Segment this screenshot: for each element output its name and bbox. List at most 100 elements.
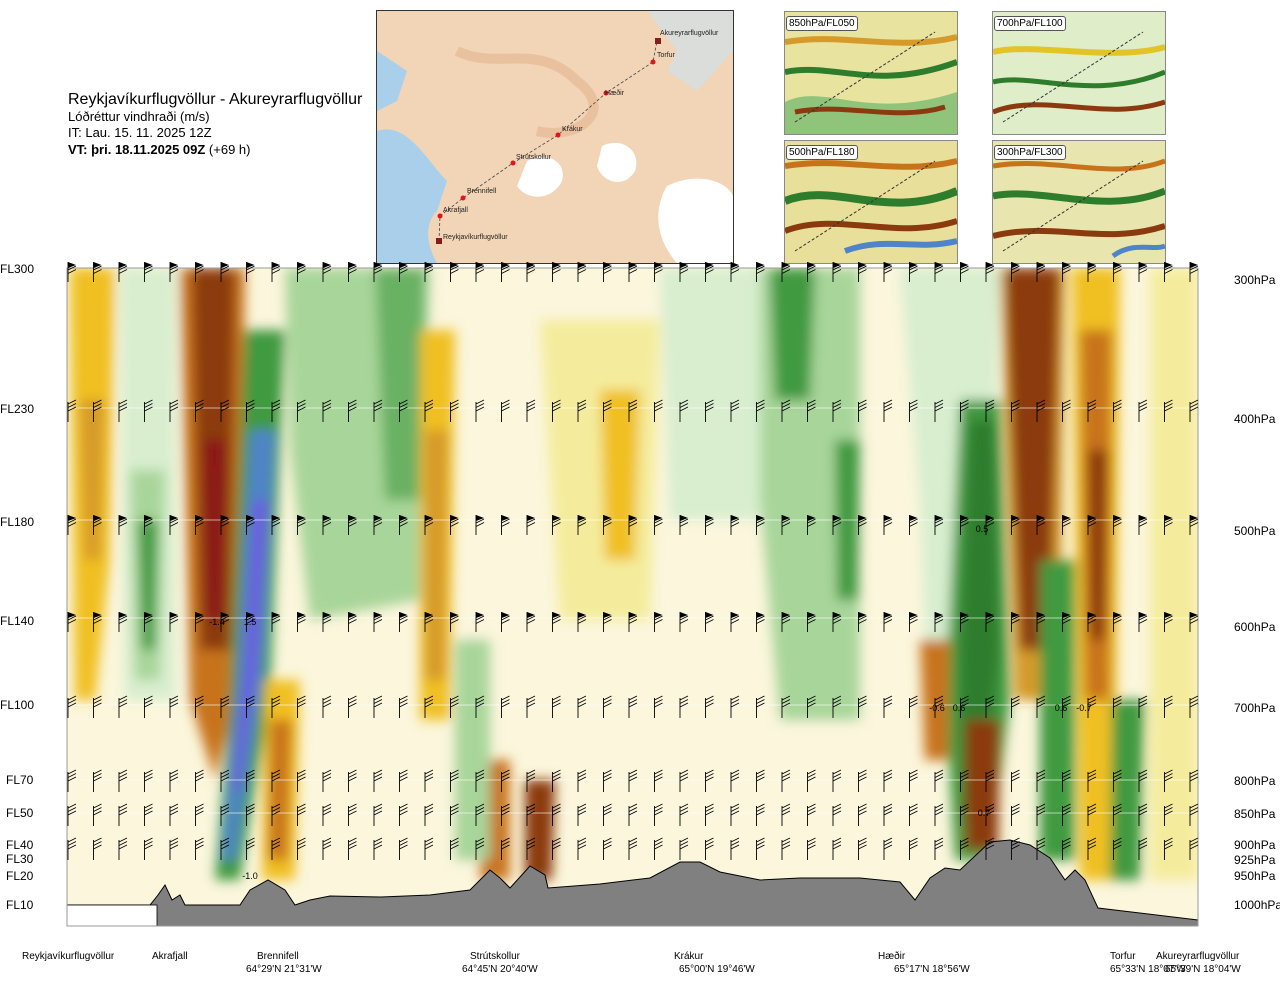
- wind-barb: [909, 695, 918, 718]
- fl-tick-label: FL40: [6, 838, 34, 852]
- wind-barb: [1062, 515, 1071, 535]
- contour-value-label: 0.7: [978, 808, 991, 818]
- wind-barb: [297, 769, 306, 792]
- hpa-tick-label: 300hPa: [1234, 273, 1276, 287]
- wind-barb: [144, 399, 153, 422]
- wind-barb: [603, 837, 612, 860]
- wind-barb: [501, 695, 510, 718]
- location-coord: 65°39'N 18°04'W: [1165, 964, 1241, 975]
- wind-barb: [577, 769, 587, 792]
- wind-barb: [424, 612, 434, 632]
- wind-barb: [807, 837, 816, 860]
- wind-barb: [1036, 769, 1046, 792]
- wind-barb: [450, 612, 459, 632]
- wind-barb: [730, 612, 740, 632]
- wind-barb: [1138, 612, 1148, 632]
- wind-barb: [756, 695, 765, 718]
- wind-barb: [220, 612, 230, 632]
- wind-barb: [1189, 612, 1199, 632]
- wind-barb: [883, 399, 893, 422]
- wind-barb: [654, 399, 663, 422]
- wind-barb: [169, 515, 179, 535]
- wind-barb: [399, 803, 408, 826]
- wind-barb: [475, 695, 485, 718]
- wind-barb: [628, 695, 638, 718]
- wind-barb: [424, 803, 434, 826]
- svg-text:Krákur: Krákur: [562, 126, 583, 133]
- wind-barb: [424, 262, 434, 282]
- wind-barb: [1113, 695, 1122, 718]
- hpa-tick-label: 1000hPa: [1234, 898, 1280, 912]
- fl-tick-label: FL300: [0, 262, 35, 276]
- wind-barb: [271, 769, 281, 792]
- thumbnail-500hpa[interactable]: 500hPa/FL180: [784, 140, 958, 264]
- thumb-label: 500hPa/FL180: [786, 145, 858, 160]
- wind-barb: [373, 399, 383, 422]
- wind-barb: [220, 837, 230, 860]
- thumb-500-graphic: [785, 141, 957, 263]
- wind-barb: [628, 515, 638, 535]
- wind-barb: [756, 612, 765, 632]
- plot-frame: [66, 267, 1199, 927]
- wind-barb: [348, 837, 357, 860]
- wind-barb: [169, 769, 179, 792]
- hpa-tick-label: 900hPa: [1234, 838, 1276, 852]
- contour-value-label: 0.6: [953, 703, 966, 713]
- wind-barb: [1036, 262, 1046, 282]
- gridlines: [67, 407, 1198, 814]
- wind-barb: [297, 837, 306, 860]
- hpa-tick-label: 600hPa: [1234, 620, 1276, 634]
- wind-barb: [960, 769, 969, 792]
- wind-barb: [781, 803, 791, 826]
- wind-barb: [1138, 262, 1148, 282]
- wind-barb: [475, 837, 485, 860]
- wind-barb: [934, 262, 944, 282]
- wind-barb: [1011, 612, 1020, 632]
- wind-barb: [246, 399, 255, 422]
- wind-barb: [450, 515, 459, 535]
- wind-barb: [1164, 515, 1173, 535]
- title-block: Reykjavíkurflugvöllur - Akureyrarflugvöl…: [68, 90, 362, 158]
- wind-barb: [781, 515, 791, 535]
- wind-barb: [909, 769, 918, 792]
- wind-barb: [67, 399, 77, 422]
- wind-barb: [654, 262, 663, 282]
- wind-barb: [1189, 695, 1199, 718]
- wind-barb: [679, 262, 689, 282]
- wind-barb: [1113, 837, 1122, 860]
- wind-barb: [654, 695, 663, 718]
- wind-barb: [577, 262, 587, 282]
- wind-barb: [807, 769, 816, 792]
- thumbnail-850hpa[interactable]: 850hPa/FL050: [784, 11, 958, 135]
- wind-barb: [552, 515, 561, 535]
- wind-barb: [1189, 837, 1199, 860]
- wind-barb: [909, 803, 918, 826]
- wind-barb: [756, 262, 765, 282]
- wind-barb: [450, 695, 459, 718]
- wind-barb: [246, 695, 255, 718]
- wind-barb: [832, 399, 842, 422]
- wind-barb: [985, 612, 995, 632]
- wind-barb: [909, 612, 918, 632]
- wind-barb: [195, 515, 204, 535]
- wind-barb: [577, 515, 587, 535]
- wind-barb: [1087, 515, 1097, 535]
- wind-barb: [628, 612, 638, 632]
- wind-barb: [93, 769, 102, 792]
- wind-barb: [501, 803, 510, 826]
- thumb-850-graphic: [785, 12, 957, 134]
- wind-barb: [1036, 695, 1046, 718]
- wind-barb: [1189, 262, 1199, 282]
- wind-barb: [195, 695, 204, 718]
- wind-barb: [1062, 695, 1071, 718]
- hpa-tick-label: 850hPa: [1234, 807, 1276, 821]
- thumbnail-700hpa[interactable]: 700hPa/FL100: [992, 11, 1166, 135]
- wind-barb: [858, 612, 867, 632]
- wind-barb: [679, 769, 689, 792]
- thumbnail-300hpa[interactable]: 300hPa/FL300: [992, 140, 1166, 264]
- wind-barb: [1087, 612, 1097, 632]
- location-name: Hæðir: [878, 951, 906, 962]
- wind-barb: [67, 515, 77, 535]
- wind-barb: [424, 769, 434, 792]
- wind-barb: [322, 803, 332, 826]
